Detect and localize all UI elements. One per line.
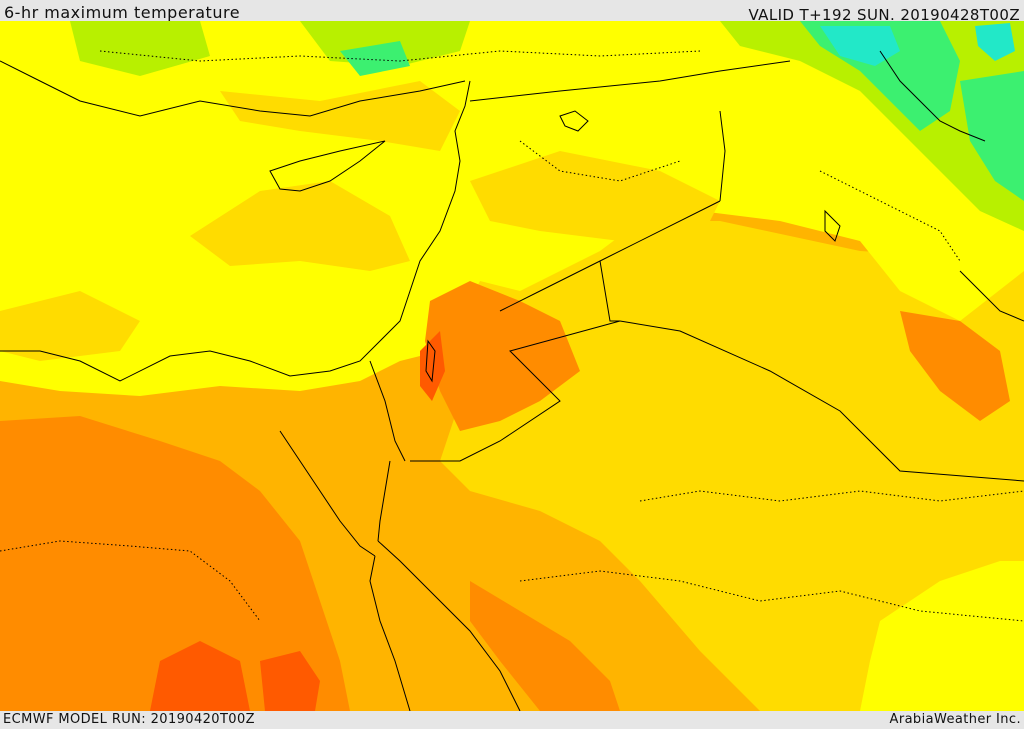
dead-sea — [425, 339, 436, 383]
coastlines — [0, 50, 1024, 711]
valid-time: VALID T+192 SUN. 20190428T00Z — [748, 6, 1020, 24]
yellow-zone-south — [860, 561, 1024, 711]
red-zone-sudan — [260, 651, 320, 711]
gold-patch-west — [0, 291, 140, 361]
internal-border-iraq — [819, 170, 961, 262]
border-iraq-jordan-saudi — [499, 200, 721, 312]
cyprus-outline — [269, 140, 386, 192]
green-patch-black-sea — [340, 41, 410, 76]
border-turkey-syria — [469, 60, 791, 102]
caspian-west — [879, 50, 986, 142]
internal-border-turkey — [99, 50, 701, 62]
model-run-label: ECMWF MODEL RUN: 20190420T00Z — [3, 712, 255, 727]
lake-van — [559, 110, 589, 132]
lime-zone-north — [70, 21, 210, 76]
orange-zone-egypt — [0, 416, 350, 711]
border-sinai — [369, 360, 406, 462]
border-saudi-iraq — [619, 320, 1024, 482]
mediterranean-coast — [0, 80, 471, 382]
green-zone-east — [960, 71, 1024, 201]
gold-patch-anatolia — [220, 81, 460, 151]
gold-patch-syria — [470, 151, 720, 241]
gulf-of-aqaba — [377, 460, 391, 542]
map-canvas — [0, 21, 1024, 711]
internal-border-saudi-1 — [519, 570, 1024, 622]
iraq-marsh — [824, 209, 841, 242]
border-jordan-saudi — [410, 260, 621, 462]
border-syria-iraq — [719, 110, 726, 202]
red-zone-south-egypt — [150, 641, 250, 711]
header-bar: 6-hr maximum temperature VALID T+192 SUN… — [0, 0, 1024, 24]
orange-zone-hejaz — [470, 581, 620, 711]
country-borders — [369, 60, 1024, 482]
persian-gulf — [959, 270, 1024, 322]
cyan-zone-east — [975, 23, 1015, 61]
red-sea-east — [377, 540, 521, 711]
orange-zone-jordan — [425, 281, 580, 431]
gulf-of-suez — [279, 430, 376, 557]
internal-border-syria — [519, 140, 681, 182]
map-title: 6-hr maximum temperature — [4, 3, 241, 22]
anatolia-coast — [0, 60, 466, 117]
footer-bar: ECMWF MODEL RUN: 20190420T00Z ArabiaWeat… — [0, 711, 1024, 729]
cyan-zone-caucasus — [820, 26, 900, 66]
red-zone-dead-sea — [420, 331, 445, 401]
internal-border-saudi-2 — [639, 490, 1024, 502]
red-sea-west — [369, 555, 411, 711]
temperature-map[interactable] — [0, 21, 1024, 711]
orange-zone-iraq — [900, 311, 1010, 421]
credit-label: ArabiaWeather Inc. — [889, 712, 1021, 727]
internal-border-egypt — [0, 540, 261, 622]
gold-patch-med — [190, 181, 410, 271]
province-borders — [0, 50, 1024, 622]
